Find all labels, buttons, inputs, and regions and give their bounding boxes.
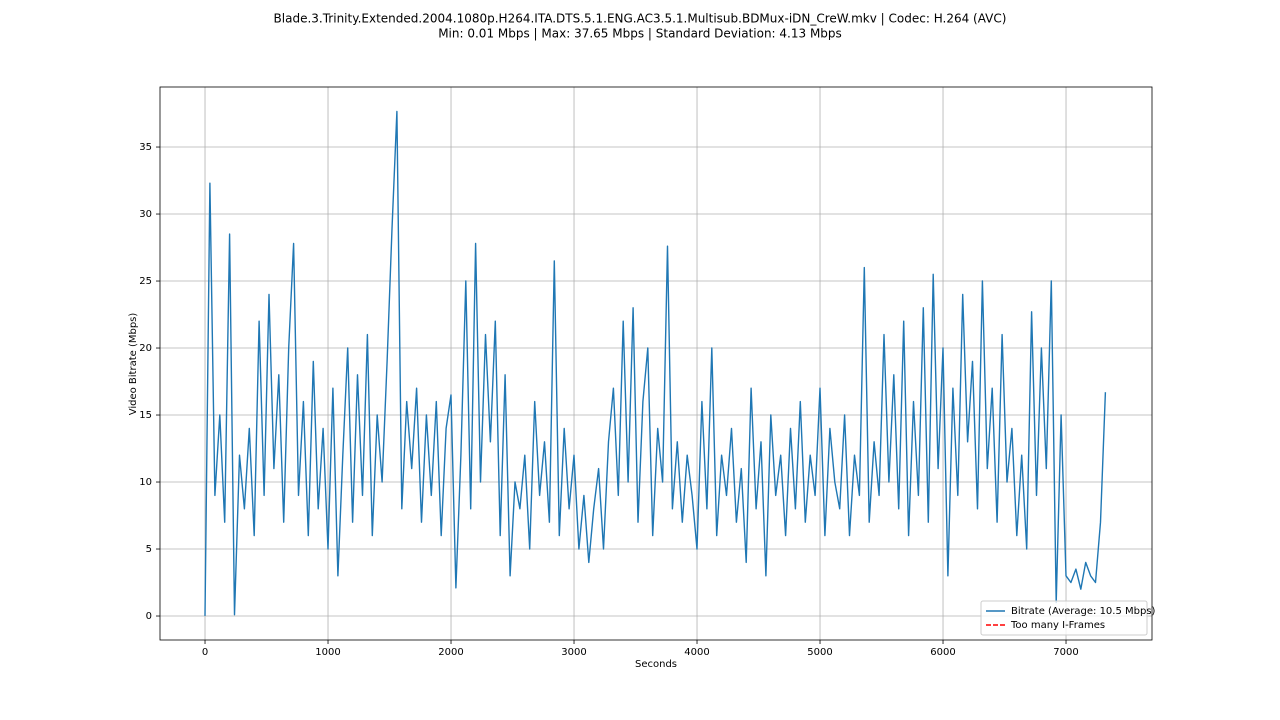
y-tick-label: 20 (139, 343, 152, 354)
chart-subtitle: Min: 0.01 Mbps | Max: 37.65 Mbps | Stand… (438, 27, 842, 41)
y-tick-label: 10 (139, 477, 152, 488)
plot-frame (159, 86, 1153, 641)
x-tick-label: 4000 (684, 647, 709, 658)
x-tick-label: 5000 (807, 647, 832, 658)
y-axis-label: Video Bitrate (Mbps) (128, 313, 139, 416)
x-tick-label: 2000 (438, 647, 463, 658)
x-axis-label: Seconds (635, 659, 677, 670)
y-tick-label: 30 (139, 209, 152, 220)
x-tick-label: 0 (202, 647, 208, 658)
legend-box (980, 600, 1148, 636)
data-line (204, 110, 1107, 616)
y-tick-label: 5 (146, 544, 152, 555)
y-tick-label: 0 (146, 611, 152, 622)
x-tick-label: 1000 (315, 647, 340, 658)
x-tick-label: 3000 (561, 647, 586, 658)
y-tick-label: 25 (139, 276, 152, 287)
legend-label: Bitrate (Average: 10.5 Mbps) (1011, 606, 1156, 617)
y-tick-label: 35 (139, 142, 152, 153)
legend-label: Too many I-Frames (1010, 620, 1105, 631)
y-tick-label: 15 (139, 410, 152, 421)
chart-title: Blade.3.Trinity.Extended.2004.1080p.H264… (274, 12, 1007, 26)
x-tick-label: 6000 (930, 647, 955, 658)
x-tick-label: 7000 (1053, 647, 1078, 658)
